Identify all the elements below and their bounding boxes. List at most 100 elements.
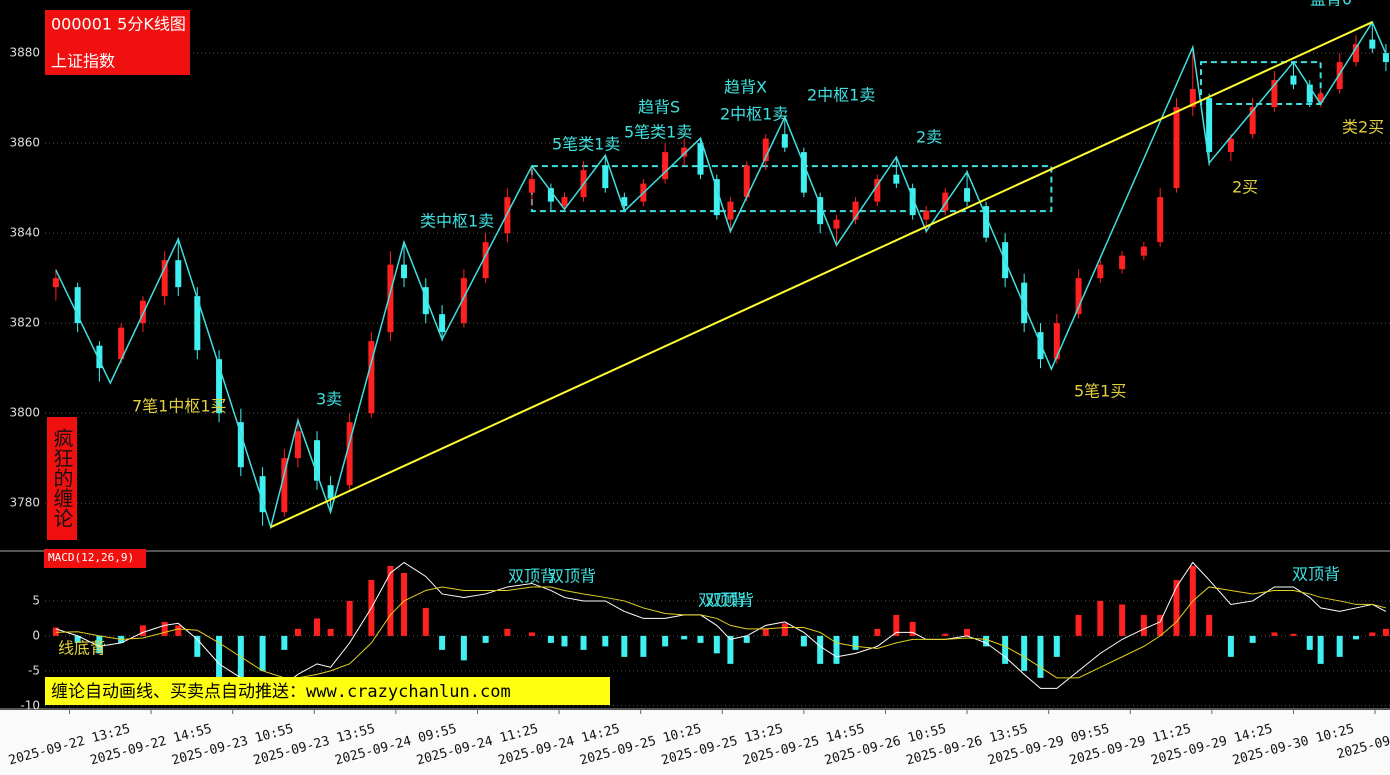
title-box xyxy=(45,10,190,75)
annotation: 趋背X xyxy=(724,78,767,97)
macd-bar xyxy=(1021,635,1028,671)
y-tick-label: 3860 xyxy=(9,136,40,150)
macd-bar xyxy=(1353,635,1360,640)
y-tick-label: 3780 xyxy=(9,496,40,510)
macd-bar xyxy=(139,625,146,636)
macd-bar xyxy=(439,635,446,650)
macd-bar xyxy=(259,635,266,671)
candle-body xyxy=(942,192,949,211)
macd-bar xyxy=(1382,628,1389,636)
candle-body xyxy=(281,458,288,513)
annotation: 5笔1买 xyxy=(1074,382,1126,401)
candle-body xyxy=(1097,264,1104,279)
macd-bar xyxy=(1075,614,1082,636)
candle-body xyxy=(439,314,446,333)
macd-bar xyxy=(640,635,647,657)
macd-title-box xyxy=(44,549,146,568)
candle-body xyxy=(817,197,824,225)
candle-body xyxy=(909,188,916,216)
candle-body xyxy=(561,197,568,207)
annotation: 2中枢1卖 xyxy=(720,105,788,124)
macd-bar xyxy=(727,635,734,664)
macd-bar xyxy=(482,635,489,643)
macd-bar xyxy=(175,625,182,636)
candle-body xyxy=(1206,98,1213,153)
candle-body xyxy=(1021,282,1028,324)
y-tick-label: 5 xyxy=(32,593,40,607)
candle-body xyxy=(346,422,353,486)
macd-bar xyxy=(1249,635,1256,643)
candle-body xyxy=(547,188,554,202)
promo-box xyxy=(45,677,610,705)
macd-bar xyxy=(1317,635,1324,664)
macd-bar xyxy=(528,632,535,636)
chart-subtitle: 上证指数 xyxy=(51,52,115,71)
candle-body xyxy=(964,188,971,202)
candle-body xyxy=(1053,323,1060,360)
candle-body xyxy=(602,165,609,189)
candle-body xyxy=(216,359,223,414)
promo: 缠论自动画线、买卖点自动推送：www.crazychanlun.com xyxy=(51,682,511,702)
annotation: 双顶背 xyxy=(1292,565,1340,584)
candle-body xyxy=(1075,278,1082,315)
candle-body xyxy=(175,260,182,288)
candle-body xyxy=(1157,197,1164,243)
macd-bar xyxy=(346,600,353,636)
trend-line xyxy=(270,21,1373,528)
candle-body xyxy=(781,134,788,148)
macd-bar xyxy=(1037,635,1044,678)
macd-bar xyxy=(294,628,301,636)
macd-bar xyxy=(1140,614,1147,636)
macd-bar xyxy=(1002,635,1009,664)
chart-title: 000001 5分K线图 xyxy=(51,15,186,34)
y-tick-label: -5 xyxy=(28,663,40,677)
annotation: 类2买 xyxy=(1342,118,1384,137)
macd-bar xyxy=(1227,635,1234,657)
macd-bar xyxy=(1119,604,1126,636)
macd-bar xyxy=(893,614,900,636)
macd-bar xyxy=(460,635,467,661)
candle-body xyxy=(1353,44,1360,63)
candle-body xyxy=(294,431,301,459)
candle-body xyxy=(893,174,900,184)
candle-body xyxy=(313,440,320,481)
macd-bar xyxy=(1053,635,1060,657)
macd-bar xyxy=(781,623,788,636)
macd-bar xyxy=(743,635,750,643)
macd-bar xyxy=(547,635,554,643)
candle-body xyxy=(697,143,704,175)
macd-bar xyxy=(422,607,429,636)
macd-bar xyxy=(833,635,840,664)
center-box xyxy=(530,165,1053,213)
annotation: 双顶背 xyxy=(698,591,746,610)
annotation: 5笔类1卖 xyxy=(624,123,692,142)
macd-bar xyxy=(387,565,394,636)
candle-body xyxy=(482,242,489,279)
annotation: 双顶背 xyxy=(548,567,596,586)
candle-body xyxy=(1271,80,1278,108)
annotation: 线底背 xyxy=(58,639,106,658)
y-tick-label: 3840 xyxy=(9,226,40,240)
dif-line xyxy=(55,561,1387,693)
macd-bar xyxy=(1369,632,1376,636)
macd-bar xyxy=(800,635,807,647)
annotation: 2卖 xyxy=(916,128,942,147)
annotation: 类中枢1卖 xyxy=(420,212,494,231)
macd-bar xyxy=(1097,600,1104,636)
macd-bar xyxy=(1306,635,1313,650)
macd-bar xyxy=(1290,633,1297,636)
candle-body xyxy=(1189,89,1196,108)
macd-bar xyxy=(504,628,511,636)
y-tick-label: 0 xyxy=(32,628,40,642)
candle-body xyxy=(460,278,467,324)
y-tick-label: -10 xyxy=(20,698,40,712)
candle-body xyxy=(874,179,881,202)
macd-bar xyxy=(662,635,669,647)
y-tick-label: 3820 xyxy=(9,316,40,330)
candle-body xyxy=(387,264,394,333)
macd-bar xyxy=(401,572,408,636)
candle-body xyxy=(194,296,201,351)
candle-body xyxy=(762,138,769,162)
macd-bar xyxy=(1336,635,1343,657)
